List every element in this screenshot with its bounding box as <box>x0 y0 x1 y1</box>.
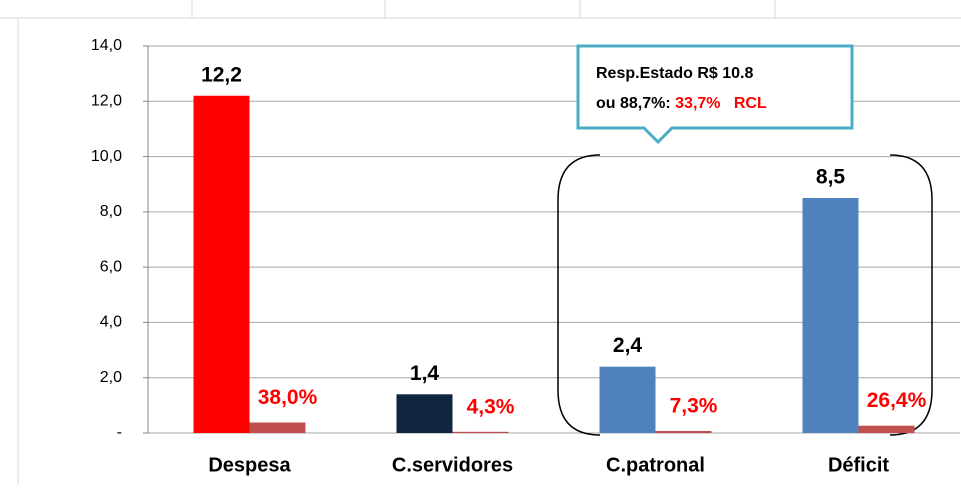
x-tick-label: C.patronal <box>606 454 705 476</box>
y-tick-label: 10,0 <box>91 148 122 165</box>
y-tick-label: 8,0 <box>100 203 122 220</box>
y-tick-label: - <box>117 424 122 441</box>
y-tick-label: 6,0 <box>100 258 122 275</box>
bar <box>396 394 453 433</box>
x-tick-label: Déficit <box>828 454 889 476</box>
bar <box>249 422 306 433</box>
value-label: 38,0% <box>258 386 318 409</box>
y-tick-label: 4,0 <box>100 314 122 331</box>
value-label: 8,5 <box>816 166 846 189</box>
y-tick-label: 14,0 <box>91 37 122 54</box>
value-label: 26,4% <box>867 389 927 412</box>
callout-line2: ou 88,7%: 33,7% RCL <box>596 95 767 112</box>
value-label: 2,4 <box>613 334 643 357</box>
value-label: 4,3% <box>467 395 515 418</box>
value-label: 12,2 <box>201 63 242 86</box>
value-label: 1,4 <box>410 362 440 385</box>
x-tick-label: C.servidores <box>392 454 513 476</box>
callout-black: ou 88,7%: <box>596 95 671 112</box>
x-tick-label: Despesa <box>208 454 291 476</box>
value-label: 7,3% <box>670 395 718 418</box>
bar <box>858 425 915 433</box>
bar <box>452 431 509 433</box>
callout-box <box>576 44 854 145</box>
bar <box>599 366 656 433</box>
callout-line1: Resp.Estado R$ 10.8 <box>596 65 754 82</box>
y-tick-label: 12,0 <box>91 93 122 110</box>
bracket-left <box>557 154 601 436</box>
bar <box>193 95 250 433</box>
y-tick-label: 2,0 <box>100 369 122 386</box>
bar <box>802 198 859 433</box>
callout-red: 33,7% RCL <box>675 95 767 112</box>
bar <box>655 430 712 433</box>
